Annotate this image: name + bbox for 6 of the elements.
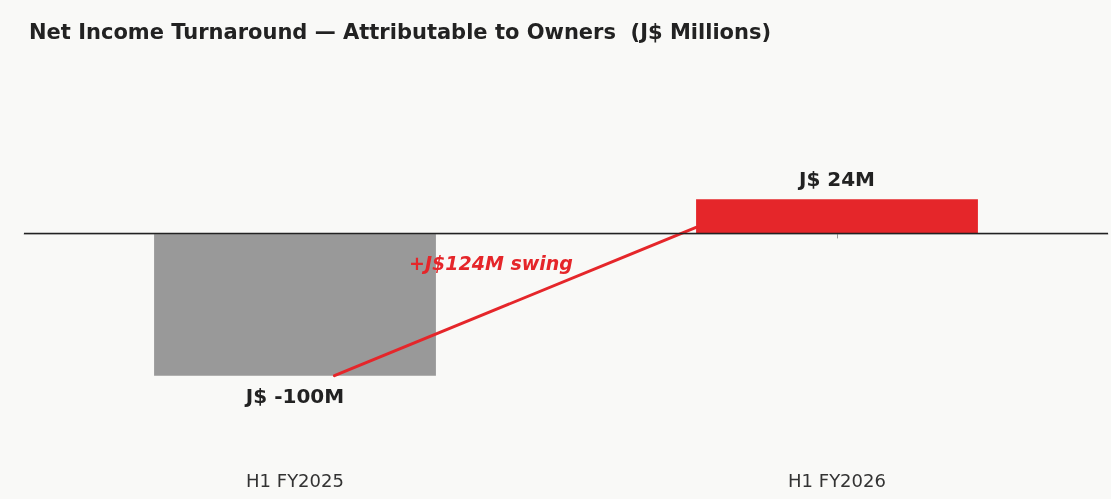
x-tick-label: H1 FY2026: [788, 469, 886, 491]
annotation: +J$124M swing: [409, 251, 573, 274]
data-label: J$ -100M: [243, 383, 345, 408]
data-label: J$ 24M: [796, 167, 876, 192]
chart-title: Net Income Turnaround — Attributable to Owners (J$ Millions): [29, 19, 772, 44]
x-tick-label: H1 FY2025: [246, 469, 344, 491]
